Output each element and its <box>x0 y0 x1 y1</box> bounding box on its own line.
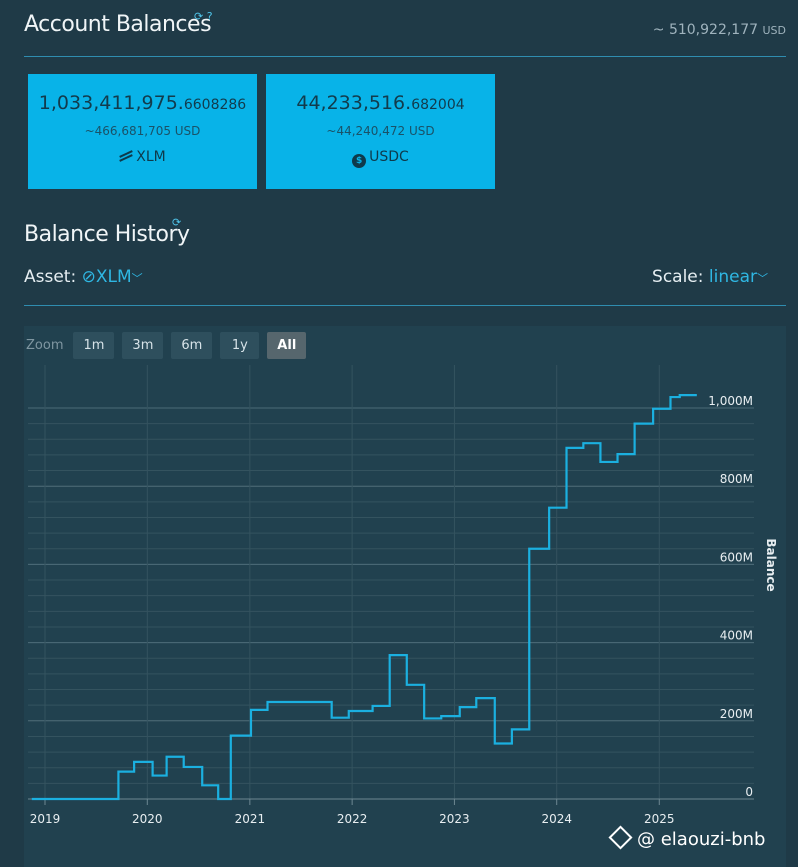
total-balance: ~ 510,922,177 USD <box>653 22 786 38</box>
x-tick-label: 2021 <box>235 812 266 826</box>
y-tick-label: 0 <box>745 785 753 799</box>
balance-amount-frac: 682004 <box>411 97 465 113</box>
scale-selector-value[interactable]: linear <box>708 267 757 287</box>
balance-history-title: Balance History <box>24 222 190 247</box>
refresh-icon[interactable]: ⟳ <box>172 216 182 229</box>
x-tick-label: 2019 <box>30 812 61 826</box>
chevron-down-icon: ﹀ <box>131 272 143 285</box>
usdc-icon: $ <box>352 154 367 168</box>
divider <box>24 305 786 306</box>
stellar-icon: ⊘ <box>81 267 96 287</box>
zoom-1y-button[interactable]: 1y <box>220 331 260 359</box>
scale-selector-label: Scale: <box>652 267 704 287</box>
asset-label: $ USDC <box>266 149 495 168</box>
x-tick-label: 2024 <box>541 812 572 826</box>
y-tick-label: 1,000M <box>708 394 753 408</box>
asset-label: XLM <box>28 149 257 165</box>
x-tick-label: 2023 <box>439 812 470 826</box>
watermark-text: @ elaouzi-bnb <box>637 829 766 850</box>
zoom-6m-button[interactable]: 6m <box>171 331 213 359</box>
zoom-controls: Zoom 1m 3m 6m 1y All <box>26 330 307 360</box>
chevron-down-icon: ﹀ <box>757 272 768 285</box>
scale-selector[interactable]: Scale: linear﹀ <box>652 267 768 287</box>
balance-amount: 44,233,516.682004 <box>266 92 495 114</box>
x-tick-label: 2020 <box>132 812 163 826</box>
balance-amount-int: 1,033,411,975. <box>38 92 184 114</box>
asset-selector[interactable]: Asset: ⊘XLM﹀ <box>24 267 143 287</box>
balance-usd: ~44,240,472 USD <box>326 124 435 138</box>
asset-code: XLM <box>136 149 166 165</box>
balance-amount-int: 44,233,516. <box>296 92 412 114</box>
total-balance-unit: USD <box>762 24 786 37</box>
y-axis-label: Balance <box>764 538 778 591</box>
zoom-all-button[interactable]: All <box>267 331 307 359</box>
asset-selector-value[interactable]: XLM <box>95 267 132 287</box>
balance-series-line <box>31 393 697 801</box>
x-tick-label: 2025 <box>644 812 675 826</box>
watermark: @ elaouzi-bnb <box>608 825 766 850</box>
balance-amount: 1,033,411,975.6608286 <box>28 92 257 114</box>
asset-code: USDC <box>369 149 409 165</box>
account-balances-header: Account Balances ⟳ ? ~ 510,922,177 USD <box>24 10 786 57</box>
y-tick-label: 800M <box>720 472 753 486</box>
y-tick-label: 600M <box>720 550 753 564</box>
asset-selector-label: Asset: <box>24 267 77 287</box>
balance-card-usdc[interactable]: 44,233,516.682004 ~44,240,472 USD $ USDC <box>266 74 495 189</box>
zoom-label: Zoom <box>26 337 64 353</box>
zoom-1m-button[interactable]: 1m <box>73 331 115 359</box>
page-title: Account Balances <box>24 12 212 37</box>
x-tick-label: 2022 <box>337 812 368 826</box>
balance-amount-frac: 6608286 <box>183 97 247 113</box>
balance-card-xlm[interactable]: 1,033,411,975.6608286 ~466,681,705 USD X… <box>28 74 257 189</box>
zoom-3m-button[interactable]: 3m <box>122 331 164 359</box>
y-tick-label: 200M <box>720 707 753 721</box>
refresh-help-icon[interactable]: ⟳ ? <box>194 10 213 23</box>
binance-logo-icon <box>608 825 633 850</box>
y-tick-label: 400M <box>720 629 753 643</box>
balance-usd: ~466,681,705 USD <box>84 124 201 138</box>
total-balance-value: ~ 510,922,177 <box>652 22 759 38</box>
